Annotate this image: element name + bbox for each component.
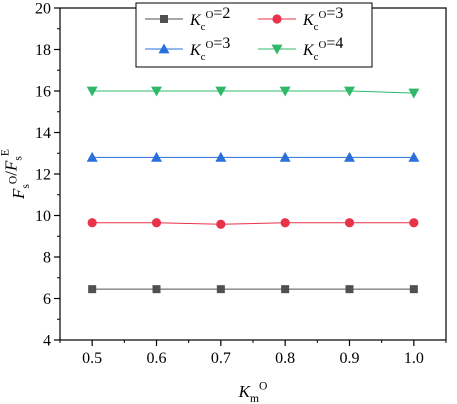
legend-marker: [272, 14, 282, 24]
y-tick-label: 10: [35, 208, 51, 225]
data-point: [151, 86, 162, 97]
legend-item: KcO=4: [258, 35, 343, 63]
series-4: [86, 86, 420, 99]
data-point: [88, 285, 97, 294]
legend-item: KcO=3: [258, 5, 343, 33]
legend-item: KcO=2: [145, 5, 230, 33]
data-point: [151, 218, 162, 228]
series-line: [92, 222, 414, 225]
y-tick-label: 6: [43, 291, 51, 308]
y-tick-label: 14: [35, 125, 51, 142]
x-tick-label: 1.0: [404, 350, 424, 367]
data-point: [216, 219, 226, 229]
legend-marker: [271, 44, 283, 55]
legend-label: KcO=3: [189, 35, 230, 63]
data-point: [215, 86, 227, 97]
data-point: [279, 86, 291, 97]
legend-label: KcO=3: [302, 5, 343, 33]
y-tick-label: 20: [35, 1, 51, 18]
legend-marker: [158, 43, 170, 54]
y-axis-title: FsO/FsE: [0, 149, 32, 200]
legend-item: KcO=3: [145, 35, 230, 63]
x-tick-label: 0.5: [82, 350, 102, 367]
data-point: [215, 151, 227, 162]
data-point: [345, 285, 354, 294]
legend-box: [135, 2, 373, 68]
y-tick-label: 12: [35, 167, 51, 184]
x-tick-label: 0.6: [147, 350, 167, 367]
data-point: [280, 218, 290, 228]
data-point: [344, 86, 355, 97]
data-point: [279, 151, 291, 162]
data-point: [409, 218, 419, 228]
data-point: [86, 151, 98, 162]
series-layer: [86, 86, 420, 294]
data-point: [216, 285, 225, 294]
y-tick-label: 18: [35, 42, 51, 59]
data-point: [87, 218, 97, 228]
data-point: [408, 88, 420, 99]
y-tick-label: 16: [35, 84, 51, 101]
series-2: [87, 218, 419, 229]
x-tick-label: 0.7: [211, 350, 231, 367]
series-1: [88, 285, 418, 294]
axis-labels: KmO FsO/FsE: [0, 149, 267, 404]
data-point: [408, 151, 420, 162]
data-point: [86, 86, 98, 97]
data-point: [151, 151, 162, 162]
x-axis-title: KmO: [238, 379, 268, 404]
legend-label: KcO=2: [189, 5, 230, 33]
series-line: [92, 90, 414, 94]
legend-label: KcO=4: [302, 35, 343, 63]
legend-marker: [160, 15, 168, 23]
data-point: [152, 285, 161, 294]
data-point: [281, 285, 290, 294]
data-point: [344, 151, 355, 162]
x-tick-label: 0.9: [340, 350, 360, 367]
x-tick-label: 0.8: [275, 350, 295, 367]
data-point: [409, 285, 418, 294]
axes: 4 6 8 10 12 14 16 18 20 0.5 0.6 0.7 0.8 0.9 1.0: [35, 1, 447, 367]
y-tick-label: 4: [43, 333, 51, 350]
data-point: [344, 218, 355, 228]
y-tick-label: 8: [43, 250, 51, 267]
series-3: [86, 151, 420, 162]
